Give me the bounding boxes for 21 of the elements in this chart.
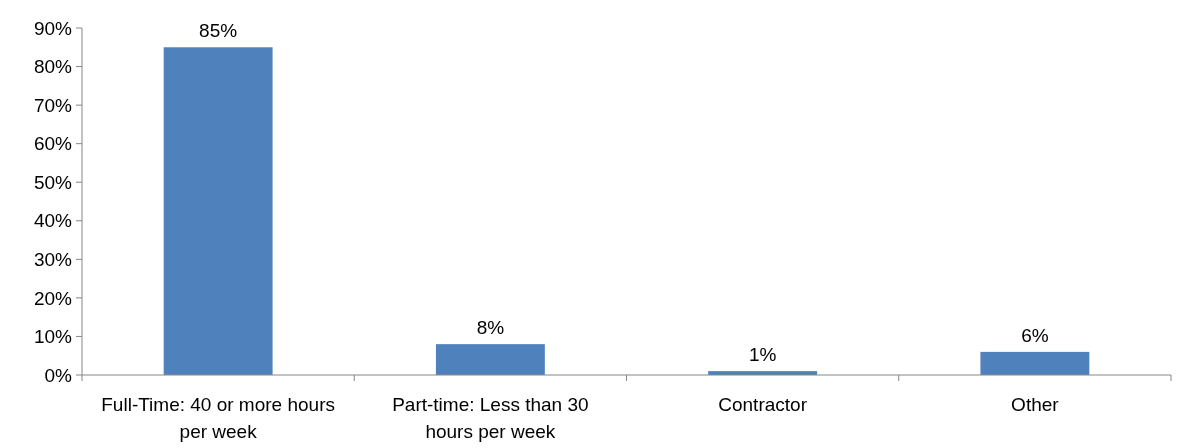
data-label: 8% [476, 317, 505, 339]
x-tick-label: Contractor [718, 394, 808, 415]
y-tick-label: 60% [33, 133, 73, 155]
bar [435, 344, 545, 375]
bar [163, 47, 273, 375]
y-tick-label: 70% [33, 94, 73, 116]
x-tick-label: Part-time: Less than 30 hours per week [392, 394, 589, 442]
y-tick-label: 30% [33, 248, 73, 270]
y-tick-label: 0% [44, 364, 73, 386]
x-tick-label: Full-Time: 40 or more hours per week [101, 394, 335, 442]
data-label: 85% [199, 20, 238, 42]
y-tick-label: 20% [33, 287, 73, 309]
bar [980, 351, 1090, 375]
y-tick-label: 90% [33, 17, 73, 39]
y-tick-label: 50% [33, 171, 73, 193]
y-tick-label: 40% [33, 210, 73, 232]
x-tick-label: Other [1011, 394, 1060, 415]
data-label: 1% [748, 344, 777, 366]
data-label: 6% [1021, 324, 1049, 346]
y-tick-label: 80% [33, 56, 73, 78]
y-tick-label: 10% [33, 326, 73, 348]
